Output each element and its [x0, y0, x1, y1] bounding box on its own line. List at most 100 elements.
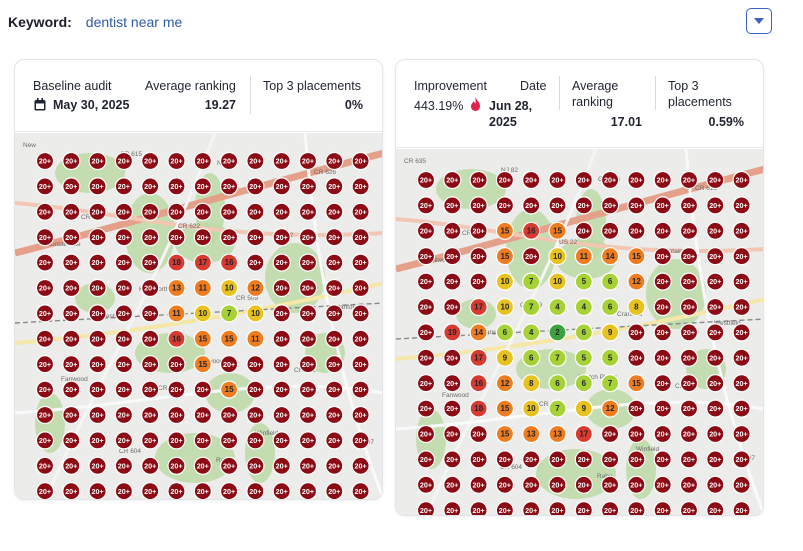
- rank-marker[interactable]: 20+: [627, 196, 646, 215]
- rank-marker[interactable]: 20+: [141, 431, 160, 450]
- rank-marker[interactable]: 20+: [88, 431, 107, 450]
- rank-marker[interactable]: 20+: [653, 196, 672, 215]
- rank-marker[interactable]: 20+: [193, 151, 212, 171]
- rank-marker[interactable]: 20+: [298, 151, 318, 171]
- rank-marker[interactable]: 20+: [522, 196, 541, 215]
- rank-marker[interactable]: 20+: [272, 456, 291, 475]
- rank-marker[interactable]: 20+: [706, 297, 725, 317]
- rank-marker[interactable]: 20+: [220, 151, 239, 171]
- rank-marker[interactable]: 20+: [416, 501, 436, 515]
- rank-marker[interactable]: 20+: [220, 355, 239, 374]
- rank-marker[interactable]: 6: [574, 374, 593, 393]
- rank-marker[interactable]: 20+: [220, 482, 239, 499]
- rank-marker[interactable]: 20+: [35, 304, 55, 323]
- rank-marker[interactable]: 20+: [732, 348, 751, 367]
- rank-marker[interactable]: 20+: [298, 456, 318, 475]
- rank-marker[interactable]: 12: [601, 399, 620, 418]
- rank-marker[interactable]: 20+: [246, 355, 265, 374]
- rank-marker[interactable]: 20+: [548, 196, 567, 215]
- rank-marker[interactable]: 20+: [416, 475, 436, 494]
- rank-marker[interactable]: 20+: [653, 374, 672, 393]
- rank-marker[interactable]: 15: [495, 221, 515, 240]
- rank-marker[interactable]: 15: [548, 221, 567, 240]
- rank-marker[interactable]: 20+: [193, 431, 212, 450]
- rank-marker[interactable]: 20+: [35, 177, 55, 196]
- rank-marker[interactable]: 20+: [35, 329, 55, 348]
- rank-marker[interactable]: 20+: [469, 475, 488, 494]
- rank-marker[interactable]: 20+: [469, 272, 488, 291]
- rank-marker[interactable]: 20+: [141, 278, 160, 298]
- rank-marker[interactable]: 20+: [706, 221, 725, 240]
- rank-marker[interactable]: 20+: [246, 228, 265, 247]
- rank-marker[interactable]: 20+: [193, 202, 212, 221]
- rank-marker[interactable]: 20+: [443, 170, 462, 190]
- rank-marker[interactable]: 20+: [574, 501, 593, 515]
- rank-marker[interactable]: 20+: [88, 482, 107, 499]
- rank-marker[interactable]: 20+: [298, 202, 318, 221]
- rank-marker[interactable]: 20+: [627, 323, 646, 342]
- rank-marker[interactable]: 20+: [167, 482, 186, 499]
- rank-marker[interactable]: 20+: [325, 431, 344, 450]
- rank-marker[interactable]: 20+: [35, 151, 55, 171]
- rank-marker[interactable]: 20+: [522, 501, 541, 515]
- rank-marker[interactable]: 15: [495, 424, 515, 444]
- rank-marker[interactable]: 8: [627, 297, 646, 317]
- rank-marker[interactable]: 20+: [272, 380, 291, 399]
- rank-marker[interactable]: 20+: [220, 431, 239, 450]
- rank-marker[interactable]: 20+: [706, 348, 725, 367]
- rank-marker[interactable]: 20+: [246, 405, 265, 425]
- rank-marker[interactable]: 20+: [88, 278, 107, 298]
- rank-marker[interactable]: 20+: [114, 151, 134, 171]
- rank-marker[interactable]: 20+: [141, 177, 160, 196]
- rank-marker[interactable]: 20+: [679, 323, 699, 342]
- rank-marker[interactable]: 20+: [732, 501, 751, 515]
- rank-marker[interactable]: 20+: [246, 482, 265, 499]
- rank-marker[interactable]: 20+: [141, 456, 160, 475]
- rank-marker[interactable]: 20+: [416, 348, 436, 367]
- rank-marker[interactable]: 20+: [62, 202, 81, 221]
- rank-marker[interactable]: 20+: [469, 170, 488, 190]
- rank-marker[interactable]: 20+: [732, 399, 751, 418]
- rank-marker[interactable]: 20+: [653, 399, 672, 418]
- rank-marker[interactable]: 20+: [325, 456, 344, 475]
- rank-marker[interactable]: 5: [574, 272, 593, 291]
- rank-marker[interactable]: 20+: [627, 399, 646, 418]
- rank-marker[interactable]: 20+: [88, 253, 107, 272]
- rank-marker[interactable]: 20+: [601, 221, 620, 240]
- rank-marker[interactable]: 20+: [679, 297, 699, 317]
- rank-marker[interactable]: 20+: [35, 228, 55, 247]
- rank-marker[interactable]: 20+: [416, 272, 436, 291]
- rank-marker[interactable]: 20+: [141, 304, 160, 323]
- rank-marker[interactable]: 20+: [35, 431, 55, 450]
- rank-marker[interactable]: 20+: [653, 501, 672, 515]
- rank-marker[interactable]: 20+: [272, 228, 291, 247]
- rank-marker[interactable]: 20+: [193, 177, 212, 196]
- rank-marker[interactable]: 20+: [167, 355, 186, 374]
- rank-marker[interactable]: 20+: [114, 253, 134, 272]
- rank-marker[interactable]: 20+: [443, 272, 462, 291]
- rank-marker[interactable]: 20+: [469, 501, 488, 515]
- rank-marker[interactable]: 7: [522, 297, 541, 317]
- rank-marker[interactable]: 20+: [141, 482, 160, 499]
- rank-marker[interactable]: 19: [443, 323, 462, 342]
- rank-marker[interactable]: 20+: [167, 405, 186, 425]
- rank-marker[interactable]: 20+: [351, 329, 370, 348]
- rank-marker[interactable]: 20+: [325, 405, 344, 425]
- rank-marker[interactable]: 20+: [495, 475, 515, 494]
- rank-marker[interactable]: 10: [548, 272, 567, 291]
- rank-marker[interactable]: 20+: [653, 272, 672, 291]
- rank-marker[interactable]: 20+: [443, 475, 462, 494]
- rank-marker[interactable]: 20+: [272, 431, 291, 450]
- rank-marker[interactable]: 20+: [732, 247, 751, 266]
- rank-marker[interactable]: 20+: [62, 228, 81, 247]
- rank-marker[interactable]: 20+: [732, 221, 751, 240]
- rank-marker[interactable]: 13: [522, 424, 541, 444]
- rank-marker[interactable]: 20+: [706, 399, 725, 418]
- rank-marker[interactable]: 20+: [246, 253, 265, 272]
- rank-marker[interactable]: 6: [601, 297, 620, 317]
- rank-marker[interactable]: 20+: [627, 501, 646, 515]
- rank-marker[interactable]: 20+: [325, 380, 344, 399]
- rank-marker[interactable]: 20+: [443, 348, 462, 367]
- rank-marker[interactable]: 20+: [601, 170, 620, 190]
